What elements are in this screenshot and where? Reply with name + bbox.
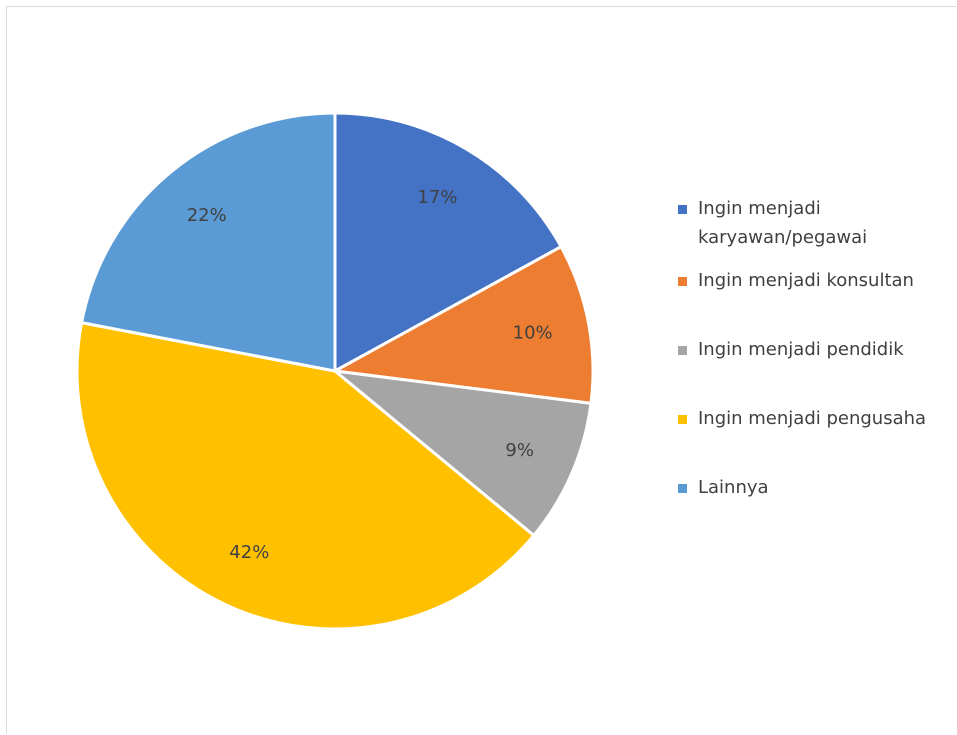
- data-label-pengusaha: 42%: [229, 542, 269, 563]
- legend-label-karyawan-line1: Ingin menjadi: [698, 198, 821, 219]
- legend-label-karyawan-line2: karyawan/pegawai: [698, 227, 868, 248]
- pie-slice-pengusaha: [75, 320, 536, 631]
- data-label-konsultan: 10%: [513, 322, 553, 343]
- legend-label-lainnya: Lainnya: [698, 477, 769, 498]
- legend-swatch-pendidik: [678, 346, 687, 355]
- data-labels: 17% 10% 9% 42% 22%: [187, 187, 553, 563]
- legend-item-pengusaha: Ingin menjadi pengusaha: [678, 404, 953, 433]
- legend-item-pendidik: Ingin menjadi pendidik: [678, 335, 953, 364]
- pie-slice-konsultan: [330, 244, 595, 406]
- legend-item-lainnya: Lainnya: [678, 473, 953, 502]
- pie-slice-pendidik: [330, 368, 593, 538]
- legend-swatch-lainnya: [678, 484, 687, 493]
- legend-swatch-pengusaha: [678, 415, 687, 424]
- legend-swatch-karyawan: [678, 205, 687, 214]
- data-label-lainnya: 22%: [187, 205, 227, 226]
- legend-label-konsultan: Ingin menjadi konsultan: [698, 270, 914, 291]
- legend-swatch-konsultan: [678, 277, 687, 286]
- data-label-karyawan: 17%: [417, 187, 457, 208]
- legend: Ingin menjadi karyawan/pegawai Ingin men…: [678, 194, 953, 502]
- pie-slice-lainnya: [79, 111, 337, 373]
- legend-item-karyawan: Ingin menjadi karyawan/pegawai: [678, 194, 953, 252]
- chart-area: [6, 6, 956, 734]
- pie-slices: [75, 111, 595, 631]
- data-label-pendidik: 9%: [505, 440, 534, 461]
- legend-label-pengusaha: Ingin menjadi pengusaha: [698, 408, 927, 429]
- pie-slice-karyawan: [333, 111, 564, 374]
- legend-item-konsultan: Ingin menjadi konsultan: [678, 266, 953, 295]
- legend-label-pendidik: Ingin menjadi pendidik: [698, 339, 904, 360]
